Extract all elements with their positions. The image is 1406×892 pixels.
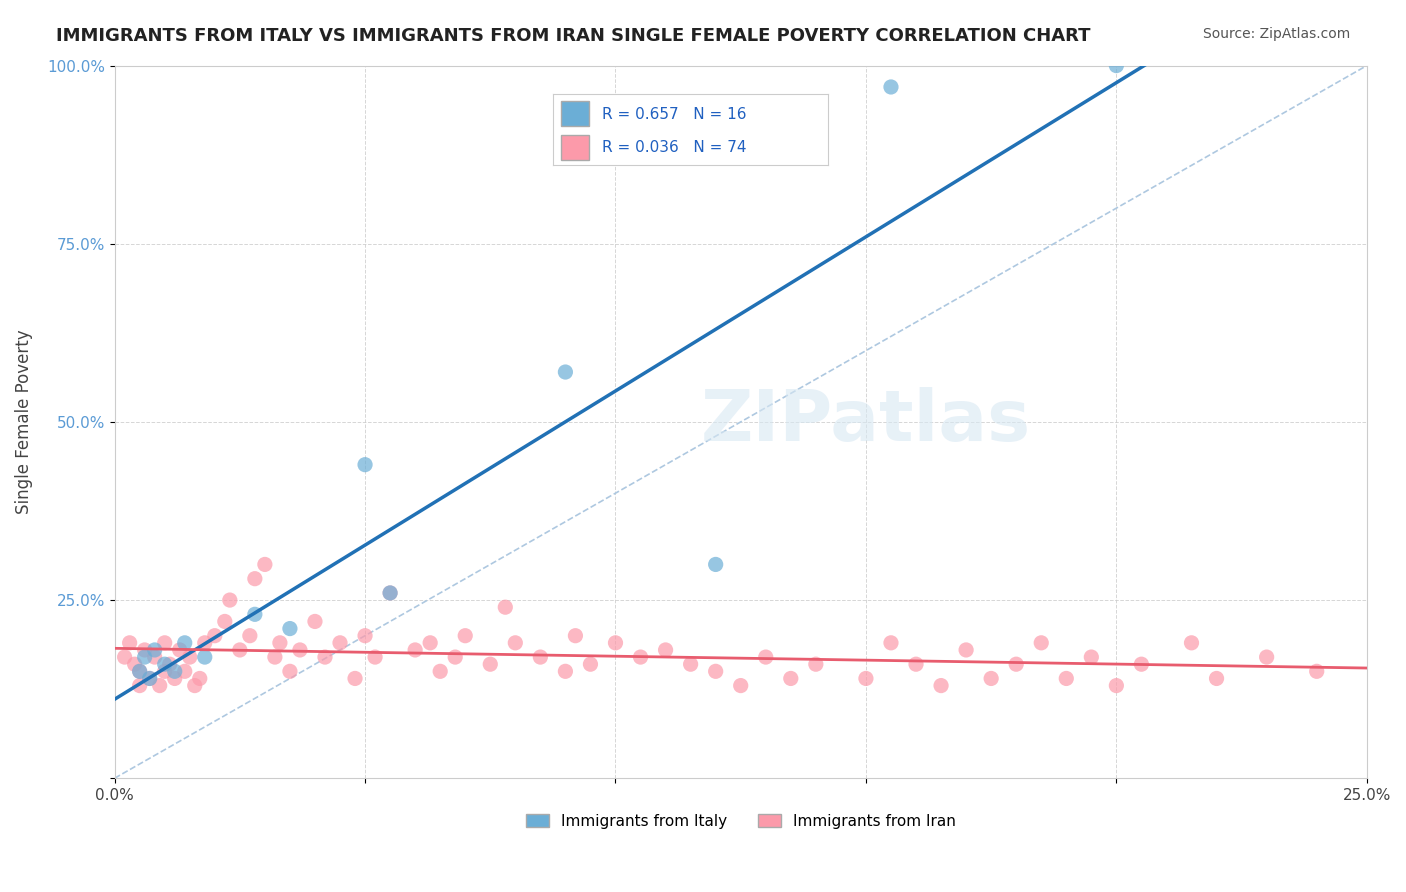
Point [288, 643, 311, 657]
Point [1031, 636, 1053, 650]
Point [730, 679, 752, 693]
Point [554, 365, 576, 379]
Point [1180, 636, 1202, 650]
Text: IMMIGRANTS FROM ITALY VS IMMIGRANTS FROM IRAN SINGLE FEMALE POVERTY CORRELATION : IMMIGRANTS FROM ITALY VS IMMIGRANTS FROM… [56, 27, 1091, 45]
Point [138, 672, 160, 686]
Point [239, 629, 262, 643]
Point [704, 665, 727, 679]
Point [404, 643, 426, 657]
Text: ZIPatlas: ZIPatlas [700, 387, 1031, 457]
Point [755, 650, 778, 665]
Point [429, 665, 451, 679]
Point [173, 636, 195, 650]
Point [134, 650, 156, 665]
Point [188, 672, 211, 686]
Point [344, 672, 367, 686]
Point [153, 665, 176, 679]
Point [1054, 672, 1077, 686]
Point [444, 650, 467, 665]
Point [880, 636, 903, 650]
Point [905, 657, 928, 672]
Point [138, 672, 160, 686]
Point [143, 643, 166, 657]
Point [163, 665, 186, 679]
Point [149, 679, 172, 693]
Point [505, 636, 527, 650]
Point [579, 657, 602, 672]
Point [214, 615, 236, 629]
Point [1256, 650, 1278, 665]
Point [329, 636, 352, 650]
Point [124, 657, 146, 672]
Point [855, 672, 877, 686]
Point [654, 643, 676, 657]
Legend: Immigrants from Italy, Immigrants from Iran: Immigrants from Italy, Immigrants from I… [520, 807, 962, 835]
Point [128, 665, 150, 679]
Point [264, 650, 287, 665]
Point [419, 636, 441, 650]
Point [194, 650, 217, 665]
Point [679, 657, 702, 672]
Point [179, 650, 201, 665]
Point [278, 665, 301, 679]
Point [153, 657, 176, 672]
Point [159, 657, 181, 672]
Y-axis label: Single Female Poverty: Single Female Poverty [15, 330, 32, 514]
Point [494, 600, 516, 615]
Point [1080, 650, 1102, 665]
Point [1306, 665, 1329, 679]
Point [243, 607, 266, 622]
Point [354, 458, 377, 472]
Point [173, 665, 195, 679]
Point [229, 643, 252, 657]
Point [269, 636, 291, 650]
Point [128, 679, 150, 693]
Point [1005, 657, 1028, 672]
Point [354, 629, 377, 643]
Point [314, 650, 336, 665]
Point [955, 643, 977, 657]
Point [554, 665, 576, 679]
Point [1130, 657, 1153, 672]
Point [194, 636, 217, 650]
Point [153, 636, 176, 650]
Point [378, 586, 401, 600]
Point [184, 679, 207, 693]
Point [529, 650, 551, 665]
Point [929, 679, 952, 693]
Point [169, 643, 191, 657]
Point [1105, 59, 1128, 73]
Point [128, 665, 150, 679]
Point [143, 650, 166, 665]
Point [1205, 672, 1227, 686]
Point [278, 622, 301, 636]
Point [454, 629, 477, 643]
Point [378, 586, 401, 600]
Point [980, 672, 1002, 686]
Point [605, 636, 627, 650]
Point [564, 629, 586, 643]
Point [1105, 679, 1128, 693]
Point [804, 657, 827, 672]
Point [134, 643, 156, 657]
Point [364, 650, 387, 665]
Point [704, 558, 727, 572]
Point [163, 672, 186, 686]
Point [304, 615, 326, 629]
Text: Source: ZipAtlas.com: Source: ZipAtlas.com [1202, 27, 1350, 41]
Point [630, 650, 652, 665]
Point [779, 672, 801, 686]
Point [479, 657, 502, 672]
Point [253, 558, 276, 572]
Point [218, 593, 240, 607]
Point [114, 650, 136, 665]
Point [204, 629, 226, 643]
Point [118, 636, 141, 650]
Point [243, 572, 266, 586]
Point [880, 80, 903, 95]
